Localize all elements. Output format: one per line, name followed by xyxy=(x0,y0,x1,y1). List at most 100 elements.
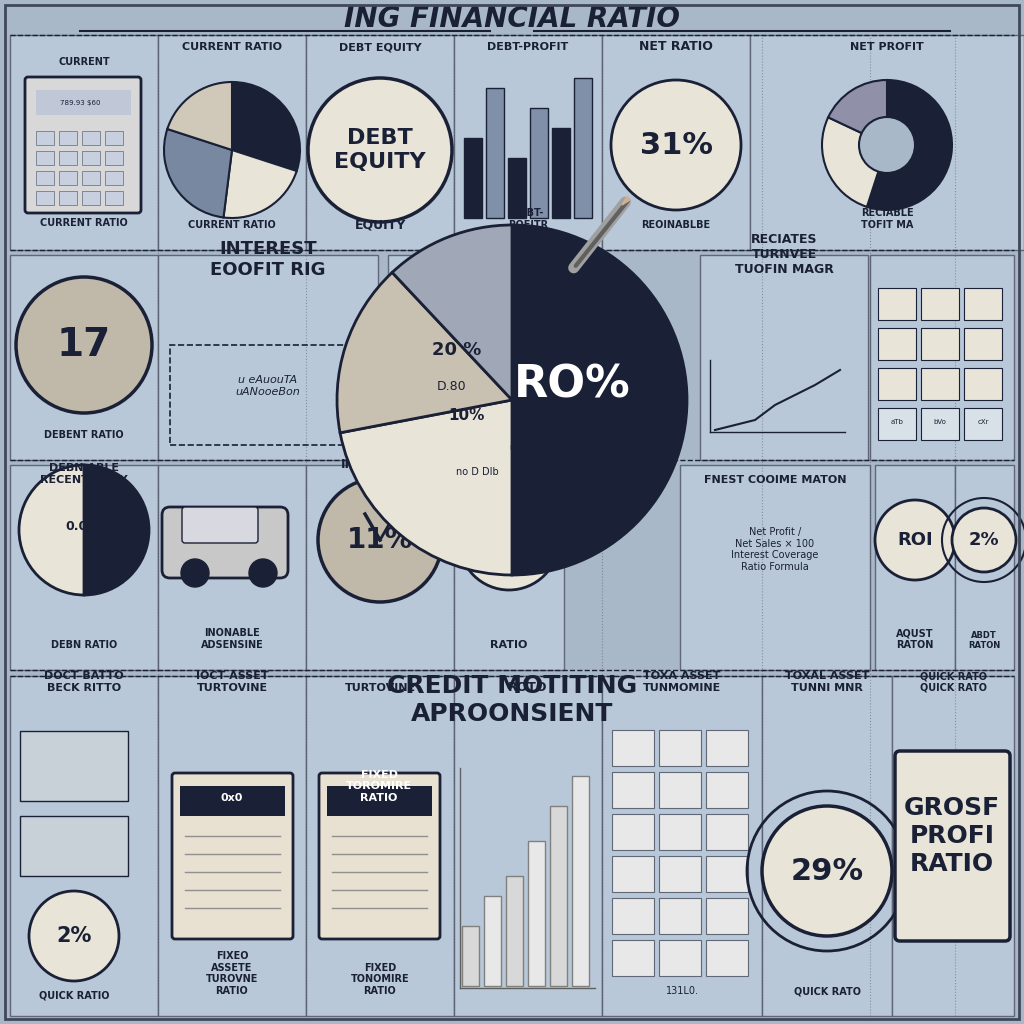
Text: RECIATES
TURNVEE
TUOFIN MAGR: RECIATES TURNVEE TUOFIN MAGR xyxy=(734,233,834,276)
Text: FNEST COOIME MATON: FNEST COOIME MATON xyxy=(703,475,846,485)
Bar xyxy=(955,465,1014,670)
Wedge shape xyxy=(822,118,887,207)
Wedge shape xyxy=(512,225,687,575)
Text: EQUITY: EQUITY xyxy=(354,218,406,231)
Bar xyxy=(706,940,748,976)
FancyBboxPatch shape xyxy=(319,773,440,939)
Bar xyxy=(105,151,123,165)
Bar xyxy=(486,88,504,218)
Bar xyxy=(964,328,1002,360)
Bar xyxy=(82,131,100,145)
Bar xyxy=(59,151,77,165)
Bar xyxy=(870,255,1014,460)
Text: NET PROFIT: NET PROFIT xyxy=(850,42,924,52)
Text: QUICK RATO
QUICK RATO: QUICK RATO QUICK RATO xyxy=(920,672,986,693)
FancyBboxPatch shape xyxy=(172,773,293,939)
Text: DOCT BATTO
BECK RITTO: DOCT BATTO BECK RITTO xyxy=(44,672,124,693)
Text: ABDT
RATON: ABDT RATON xyxy=(968,631,1000,650)
Bar xyxy=(874,465,955,670)
Text: DEBT-
ROFITR: DEBT- ROFITR xyxy=(508,209,548,230)
Wedge shape xyxy=(828,80,887,145)
Text: GROSF
PROFI
RATIO: GROSF PROFI RATIO xyxy=(904,797,1000,876)
Text: DEBT EQUITY: DEBT EQUITY xyxy=(339,42,421,52)
Bar xyxy=(612,856,654,892)
Circle shape xyxy=(249,559,278,587)
Bar xyxy=(59,171,77,185)
Bar xyxy=(158,255,378,460)
Text: 29%: 29% xyxy=(791,856,863,886)
Bar xyxy=(454,465,564,670)
Text: DEBT-PROFIT: DEBT-PROFIT xyxy=(487,42,568,52)
Bar xyxy=(706,898,748,934)
FancyBboxPatch shape xyxy=(182,507,258,543)
Wedge shape xyxy=(167,82,232,150)
Bar xyxy=(105,191,123,205)
Text: 31%: 31% xyxy=(640,130,713,160)
Bar xyxy=(36,90,131,115)
Bar xyxy=(454,35,602,250)
Circle shape xyxy=(611,80,741,210)
Text: 0.0D.: 0.0D. xyxy=(66,520,102,534)
Bar xyxy=(659,856,701,892)
Wedge shape xyxy=(337,272,512,433)
Circle shape xyxy=(459,490,559,590)
Bar xyxy=(574,78,592,218)
FancyBboxPatch shape xyxy=(162,507,288,578)
Text: 2%: 2% xyxy=(969,531,999,549)
Bar xyxy=(680,465,870,670)
Bar xyxy=(878,408,916,440)
Text: cXr: cXr xyxy=(977,419,989,425)
Text: 0x0: 0x0 xyxy=(221,793,243,803)
Text: bVo: bVo xyxy=(934,419,946,425)
Text: DEBENT RATIO: DEBENT RATIO xyxy=(44,430,124,440)
Bar xyxy=(878,368,916,400)
Bar xyxy=(528,841,545,986)
Text: RECIABLE
TOFIT MA: RECIABLE TOFIT MA xyxy=(861,209,913,230)
Bar xyxy=(10,465,158,670)
Bar xyxy=(612,898,654,934)
Bar xyxy=(659,772,701,808)
Text: DEBT
EQUITY: DEBT EQUITY xyxy=(334,128,426,172)
Text: ROI: ROI xyxy=(897,531,933,549)
Bar xyxy=(484,896,501,986)
Bar xyxy=(878,288,916,319)
Bar xyxy=(964,368,1002,400)
Bar xyxy=(706,856,748,892)
Text: FIXED
TONOMIRE
RATIO: FIXED TONOMIRE RATIO xyxy=(350,963,410,996)
Text: QUICK RATIO: QUICK RATIO xyxy=(39,990,110,1000)
Bar xyxy=(602,676,762,1016)
Text: u eAuouTA
uANooeBon: u eAuouTA uANooeBon xyxy=(236,376,300,397)
Wedge shape xyxy=(392,225,512,400)
Bar xyxy=(59,131,77,145)
Text: numer Cur
nau nau: numer Cur nau nau xyxy=(510,442,555,462)
Text: INENTOBLE
RATO: INENTOBLE RATO xyxy=(341,458,420,486)
Text: CURRENT RATIO: CURRENT RATIO xyxy=(188,220,275,230)
Bar xyxy=(180,786,285,816)
Bar xyxy=(659,730,701,766)
Bar xyxy=(921,288,959,319)
Bar xyxy=(878,328,916,360)
Circle shape xyxy=(181,559,209,587)
Bar xyxy=(36,191,54,205)
Bar xyxy=(921,408,959,440)
Bar xyxy=(105,131,123,145)
Bar xyxy=(550,806,567,986)
Bar xyxy=(158,676,306,1016)
Bar xyxy=(82,151,100,165)
Text: CREDIT MOTITING
APROONSIENT: CREDIT MOTITING APROONSIENT xyxy=(387,674,637,726)
Bar xyxy=(762,676,892,1016)
Text: 17: 17 xyxy=(57,326,112,364)
Bar xyxy=(700,255,868,460)
Bar xyxy=(36,131,54,145)
Circle shape xyxy=(952,508,1016,572)
Bar xyxy=(36,171,54,185)
Wedge shape xyxy=(340,400,512,575)
Bar xyxy=(706,814,748,850)
Polygon shape xyxy=(622,196,630,205)
Text: NET RATIO: NET RATIO xyxy=(639,40,713,53)
Text: Net Profit /
Net Sales × 100
Interest Coverage
Ratio Formula: Net Profit / Net Sales × 100 Interest Co… xyxy=(731,527,818,572)
Bar xyxy=(572,776,589,986)
Bar xyxy=(602,35,750,250)
Text: ROTO: ROTO xyxy=(508,681,548,694)
Text: 2%: 2% xyxy=(56,926,92,946)
